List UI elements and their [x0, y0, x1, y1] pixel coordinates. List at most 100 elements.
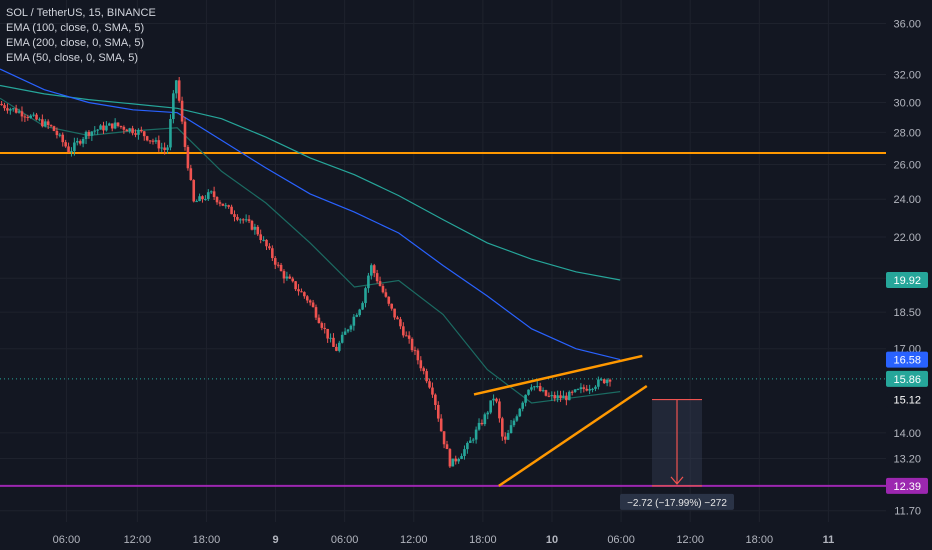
candle-body — [346, 329, 350, 332]
candle-body — [300, 291, 303, 293]
candle-body — [428, 381, 431, 388]
time-tick-label: 18:00 — [193, 534, 221, 546]
candle-body — [477, 422, 481, 430]
candle-body — [206, 192, 210, 199]
price-tick-label: 36.00 — [893, 18, 921, 30]
price-tag — [886, 370, 928, 387]
candle-body — [535, 386, 539, 388]
candle-body — [291, 278, 295, 282]
time-tick-label: 12:00 — [400, 534, 428, 546]
candle-body — [166, 147, 169, 150]
candle-body — [544, 390, 548, 396]
candle-body — [230, 206, 233, 215]
candle-body — [355, 315, 359, 317]
candle-body — [489, 400, 492, 413]
ema-line-0 — [0, 84, 621, 281]
candle-body — [160, 147, 164, 149]
candle-body — [480, 422, 484, 425]
candle-body — [451, 458, 455, 467]
candle-body — [521, 402, 524, 409]
candle-body — [317, 317, 321, 324]
time-tick-label: 18:00 — [469, 534, 497, 546]
legend-ema-200[interactable]: EMA (200, close, 0, SMA, 5) — [6, 37, 145, 49]
candle-body — [384, 292, 388, 297]
candle-body — [38, 119, 41, 121]
candle-body — [241, 219, 245, 221]
price-tick-label: 22.00 — [893, 232, 921, 244]
candle-body — [90, 131, 94, 136]
candle-body — [189, 168, 193, 181]
candle-body — [262, 239, 265, 241]
candle-body — [570, 391, 574, 393]
candle-body — [335, 346, 338, 351]
candle-body — [506, 433, 510, 440]
candle-body — [271, 248, 274, 259]
candle-body — [177, 80, 181, 101]
candle-body — [218, 202, 222, 204]
candle-body — [0, 103, 3, 106]
candle-body — [495, 398, 498, 402]
candle-body — [96, 129, 99, 131]
candle-body — [588, 389, 591, 391]
candle-body — [142, 131, 146, 137]
candle-body — [137, 129, 140, 135]
time-tick-label: 12:00 — [124, 534, 152, 546]
candle-body — [457, 458, 460, 462]
price-tag-label: 16.58 — [893, 355, 921, 367]
candle-body — [212, 191, 216, 198]
candle-body — [224, 205, 228, 207]
candle-body — [204, 198, 207, 200]
candle-body — [125, 129, 129, 132]
time-tick-label: 12:00 — [676, 534, 704, 546]
candle-body — [305, 296, 309, 301]
candle-body — [282, 271, 286, 279]
legend-ema-100[interactable]: EMA (100, close, 0, SMA, 5) — [6, 22, 145, 34]
price-tag-label: 15.12 — [893, 395, 921, 407]
candle-body — [340, 334, 344, 343]
candle-body — [154, 140, 158, 142]
candle-body — [294, 281, 297, 290]
legend-symbol[interactable]: SOL / TetherUS, 15, BINANCE — [6, 7, 156, 19]
candle-body — [84, 131, 88, 140]
wedge-trendline-0[interactable] — [473, 354, 643, 396]
candle-body — [140, 129, 143, 132]
candle-body — [381, 285, 385, 293]
candle-body — [323, 327, 327, 329]
price-tag — [886, 272, 928, 289]
candle-body — [463, 449, 466, 456]
price-tag-label: 12.39 — [893, 481, 921, 493]
candle-body — [474, 429, 478, 440]
time-tick-label: 11 — [823, 534, 835, 546]
candle-body — [145, 136, 149, 141]
measure-label: −2.72 (−17.99%) −272 — [627, 498, 727, 509]
candle-body — [273, 258, 277, 265]
candle-body — [387, 296, 391, 304]
price-tag — [886, 351, 928, 368]
candle-body — [454, 458, 458, 462]
candle-body — [221, 203, 225, 206]
candle-body — [250, 220, 254, 230]
wedge-trendline-1[interactable] — [498, 384, 648, 487]
ema-line-1 — [0, 68, 621, 361]
price-tag — [886, 391, 928, 408]
candle-body — [195, 201, 198, 203]
candle-body — [413, 350, 417, 352]
candle-body — [608, 379, 612, 382]
candle-body — [14, 108, 18, 113]
candle-body — [541, 390, 545, 392]
candle-body — [442, 431, 446, 445]
candle-body — [215, 197, 219, 203]
candle-body — [460, 455, 463, 459]
candle-body — [527, 389, 530, 395]
price-tick-label: 18.50 — [893, 307, 921, 319]
candle-body — [119, 125, 123, 127]
candle-body — [567, 391, 571, 401]
candle-body — [29, 115, 33, 118]
candle-body — [81, 139, 85, 144]
legend-ema-50[interactable]: EMA (50, close, 0, SMA, 5) — [6, 52, 139, 64]
candle-body — [183, 121, 187, 147]
candle-body — [276, 264, 280, 266]
time-tick-label: 18:00 — [746, 534, 774, 546]
candle-body — [524, 394, 527, 403]
